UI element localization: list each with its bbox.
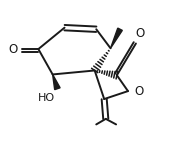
Polygon shape xyxy=(53,74,60,90)
Text: O: O xyxy=(8,43,18,56)
Text: O: O xyxy=(135,27,145,40)
Text: HO: HO xyxy=(38,93,55,103)
Polygon shape xyxy=(111,28,122,48)
Text: O: O xyxy=(134,85,143,98)
